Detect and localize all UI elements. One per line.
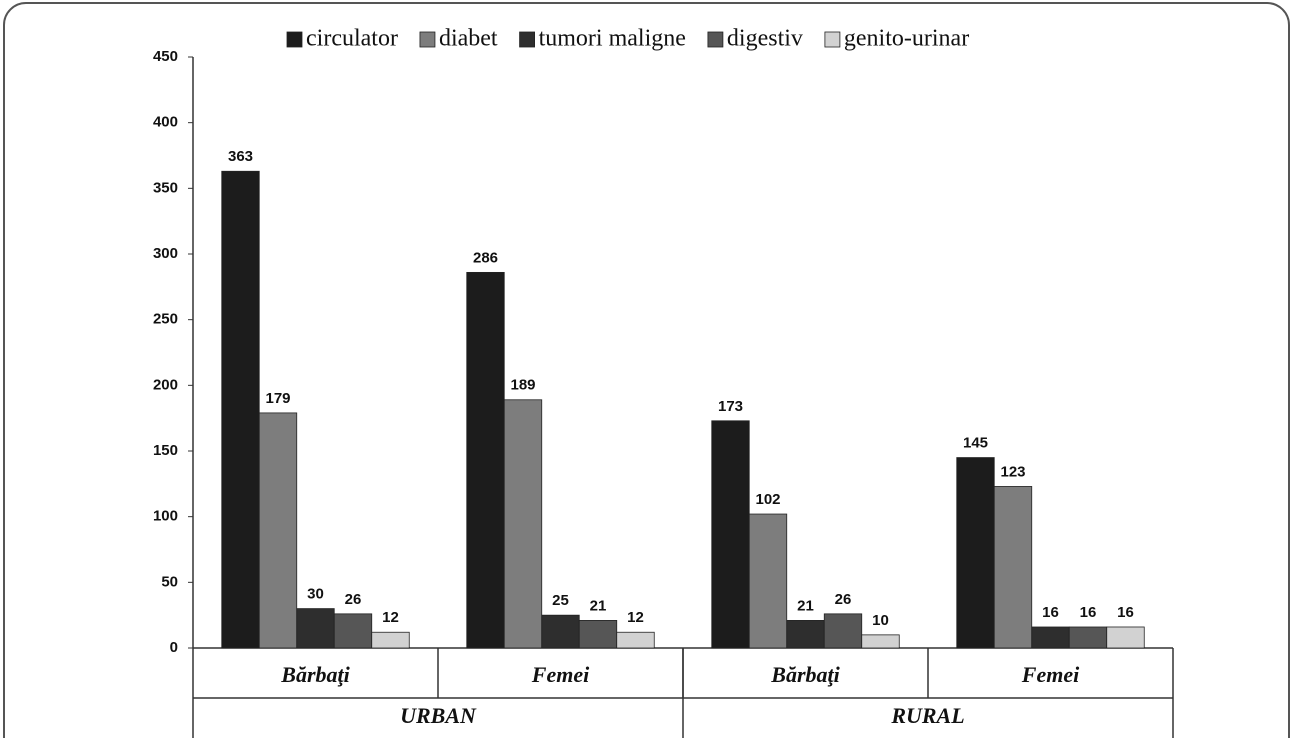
bar bbox=[823, 613, 863, 649]
bar bbox=[333, 613, 373, 649]
y-tick-label: 100 bbox=[153, 508, 178, 525]
data-label: 286 bbox=[473, 249, 498, 266]
legend-label: tumori maligne bbox=[539, 26, 686, 52]
bar bbox=[1106, 626, 1145, 649]
x-tick-label: Bărbaţi bbox=[280, 662, 350, 687]
bar bbox=[578, 620, 618, 649]
data-label: 10 bbox=[872, 612, 889, 629]
data-label: 12 bbox=[382, 609, 399, 626]
group-label: RURAL bbox=[890, 703, 964, 728]
bar bbox=[616, 631, 655, 649]
bar bbox=[371, 631, 410, 649]
group-label: URBAN bbox=[400, 703, 477, 728]
data-label: 102 bbox=[755, 491, 780, 508]
legend-swatch bbox=[286, 31, 303, 48]
y-tick-label: 350 bbox=[153, 179, 178, 196]
data-label: 189 bbox=[510, 377, 535, 394]
data-label: 16 bbox=[1042, 604, 1059, 621]
bar bbox=[221, 170, 260, 649]
bar bbox=[993, 486, 1033, 649]
bar bbox=[748, 513, 788, 649]
data-label: 123 bbox=[1000, 463, 1025, 480]
y-tick-label: 300 bbox=[153, 245, 178, 262]
y-tick-label: 250 bbox=[153, 311, 178, 328]
data-label: 179 bbox=[265, 390, 290, 407]
y-tick-label: 150 bbox=[153, 442, 178, 459]
y-tick-label: 450 bbox=[153, 48, 178, 65]
legend-swatch bbox=[419, 31, 436, 48]
bar bbox=[1068, 626, 1108, 649]
bar bbox=[466, 271, 505, 649]
data-label: 25 bbox=[552, 592, 569, 609]
y-tick-label: 50 bbox=[161, 573, 178, 590]
data-label: 363 bbox=[228, 148, 253, 165]
x-tick-label: Bărbaţi bbox=[770, 662, 840, 687]
x-tick-label: Femei bbox=[1021, 662, 1080, 687]
legend-swatch bbox=[824, 31, 841, 48]
legend-label: circulator bbox=[306, 26, 398, 52]
legend-label: genito-urinar bbox=[844, 26, 969, 52]
bar bbox=[541, 614, 580, 649]
bar bbox=[861, 634, 900, 649]
data-label: 16 bbox=[1117, 604, 1134, 621]
data-label: 26 bbox=[345, 591, 362, 608]
data-label: 21 bbox=[797, 597, 814, 614]
bar bbox=[258, 412, 298, 649]
legend-swatch bbox=[519, 31, 535, 48]
data-label: 26 bbox=[835, 591, 852, 608]
data-label: 30 bbox=[307, 586, 324, 603]
y-tick-label: 400 bbox=[153, 114, 178, 131]
data-label: 173 bbox=[718, 398, 743, 415]
data-label: 21 bbox=[590, 597, 607, 614]
bar bbox=[1031, 626, 1070, 649]
bar bbox=[503, 399, 543, 649]
x-tick-label: Femei bbox=[531, 662, 590, 687]
data-label: 145 bbox=[963, 435, 988, 452]
y-tick-label: 200 bbox=[153, 376, 178, 393]
bar bbox=[956, 457, 995, 649]
y-tick-label: 0 bbox=[170, 639, 178, 656]
bar bbox=[786, 620, 825, 649]
bar bbox=[296, 608, 335, 649]
bar bbox=[711, 420, 750, 649]
data-label: 12 bbox=[627, 609, 644, 626]
legend-label: diabet bbox=[439, 26, 498, 52]
data-label: 16 bbox=[1080, 604, 1097, 621]
legend-label: digestiv bbox=[727, 26, 803, 52]
legend-swatch bbox=[707, 31, 724, 48]
